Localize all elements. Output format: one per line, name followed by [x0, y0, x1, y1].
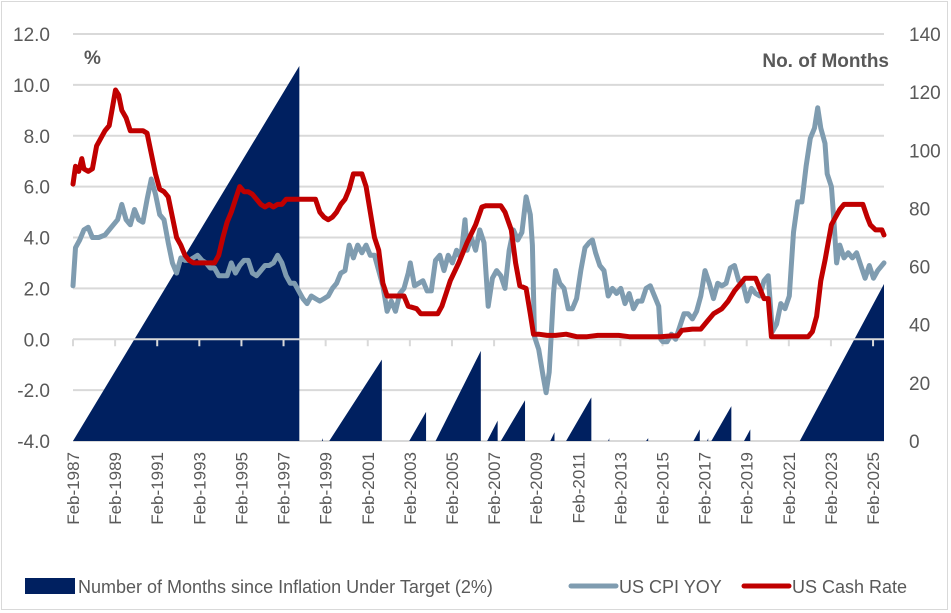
x-tick-label: Feb-2015	[654, 452, 673, 525]
x-tick-label: Feb-1995	[232, 452, 251, 525]
legend-label-months: Number of Months since Inflation Under T…	[78, 577, 493, 597]
left-axis-title: %	[84, 48, 101, 69]
x-tick-label: Feb-1997	[275, 452, 294, 525]
x-axis-ticks: Feb-1987 Feb-1989 Feb-1991 Feb-1993 Feb-1995…	[64, 452, 883, 525]
months-area-segment	[329, 359, 382, 441]
left-axis-ticks: 12.0 10.0 8.0 6.0 4.0 2.0 0.0 -2.0 -4.0	[13, 25, 50, 453]
months-area-segment	[608, 438, 610, 441]
right-tick-label: 120	[909, 83, 941, 104]
x-tick-label: Feb-2005	[443, 452, 462, 525]
x-tick-label: Feb-1987	[64, 452, 83, 525]
x-tick-label: Feb-2019	[738, 452, 757, 525]
months-area-segment	[435, 350, 481, 441]
left-tick-label: 12.0	[13, 25, 50, 46]
x-tick-label: Feb-2011	[569, 452, 588, 524]
x-tick-label: Feb-1989	[106, 452, 125, 525]
months-area-segment	[566, 397, 592, 441]
x-tick-label: Feb-1991	[148, 452, 167, 525]
lines-layer	[70, 87, 887, 396]
left-tick-label: -2.0	[17, 381, 50, 402]
legend-swatch-months	[25, 578, 75, 594]
left-tick-label: 2.0	[24, 279, 50, 300]
cpi-line	[70, 105, 887, 396]
right-tick-label: 140	[909, 25, 941, 46]
months-area-segment	[409, 411, 427, 441]
legend-label-cash-rate: US Cash Rate	[792, 577, 907, 597]
right-tick-label: 100	[909, 141, 941, 162]
right-tick-label: 20	[909, 374, 930, 395]
months-area-segment	[711, 406, 732, 441]
left-tick-label: -4.0	[17, 432, 50, 453]
right-tick-label: 60	[909, 258, 930, 279]
x-tick-label: Feb-1993	[190, 452, 209, 525]
right-axis-ticks: 140 120 100 80 60 40 20 0	[909, 25, 941, 453]
months-area-segment	[799, 284, 884, 441]
x-tick-label: Feb-2021	[780, 452, 799, 525]
months-area-segment	[743, 429, 751, 441]
legend: Number of Months since Inflation Under T…	[25, 577, 907, 597]
legend-label-cpi: US CPI YOY	[619, 577, 722, 597]
x-tick-label: Feb-2025	[864, 452, 883, 525]
x-tick-label: Feb-2009	[527, 452, 546, 525]
months-area-layer	[73, 65, 884, 441]
left-tick-label: 6.0	[24, 178, 50, 199]
months-area-segment	[646, 438, 649, 441]
months-area-segment	[693, 429, 700, 441]
left-tick-label: 4.0	[24, 229, 50, 250]
x-tick-label: Feb-2003	[401, 452, 420, 525]
x-tick-label: Feb-2023	[822, 452, 841, 525]
left-tick-label: 8.0	[24, 127, 50, 148]
months-area-segment	[487, 420, 498, 441]
months-area-segment	[550, 432, 555, 441]
x-tick-label: Feb-2001	[359, 452, 378, 525]
x-tick-label: Feb-2013	[611, 452, 630, 525]
months-area-segment	[707, 438, 709, 441]
left-tick-label: 10.0	[13, 76, 50, 97]
right-tick-label: 40	[909, 316, 930, 337]
months-area-segment	[321, 438, 323, 441]
x-tick-label: Feb-1999	[317, 452, 336, 525]
months-area-segment	[500, 400, 526, 441]
x-tick-label: Feb-2007	[485, 452, 504, 525]
cash-rate-line	[70, 87, 887, 340]
x-tick-label: Feb-2017	[696, 452, 715, 525]
right-axis-title: No. of Months	[762, 51, 889, 72]
left-tick-label: 0.0	[24, 330, 50, 351]
right-tick-label: 0	[909, 432, 920, 453]
right-tick-label: 80	[909, 199, 930, 220]
